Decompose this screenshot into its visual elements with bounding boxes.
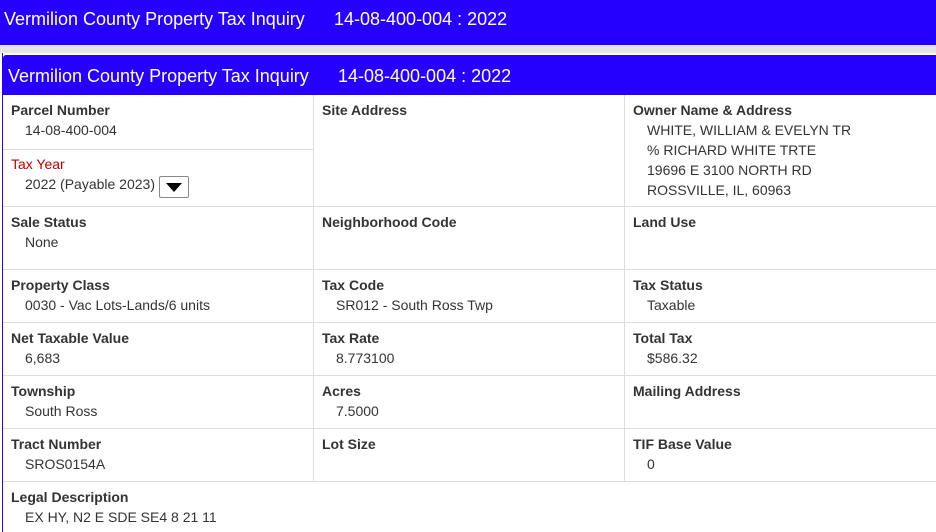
field-label: Legal Description [11, 489, 129, 505]
field-label: Tax Status [633, 277, 703, 293]
field-label: Mailing Address [633, 383, 741, 399]
field-value: $586.32 [647, 350, 698, 366]
field-cell: Parcel Number 14-08-400-004 Tax Year 2022 (… [3, 95, 314, 207]
field-label: Parcel Number [11, 102, 110, 118]
field-cell: Tax Code SR012 - South Ross Twp [314, 270, 625, 323]
top-bar: Vermilion County Property Tax Inquiry 14… [0, 0, 936, 45]
field-cell: Land Use [625, 207, 936, 270]
year-dropdown[interactable] [159, 176, 189, 198]
field-cell: TIF Base Value 0 [625, 429, 936, 482]
field-label: Land Use [633, 214, 697, 230]
field-value: SR012 - South Ross Twp [336, 297, 493, 313]
field-label: Township [11, 383, 76, 399]
field-cell: Tract Number SROS0154A [3, 429, 314, 482]
field-label: Neighborhood Code [322, 214, 457, 230]
field-label: TIF Base Value [633, 436, 732, 452]
field-cell: Owner Name & Address WHITE, WILLIAM & EVE… [625, 95, 936, 207]
field-cell: Net Taxable Value 6,683 [3, 323, 314, 376]
field-cell: Total Tax $586.32 [625, 323, 936, 376]
field-value: SROS0154A [25, 456, 106, 472]
field-label: Tax Code [322, 277, 384, 293]
top-title: Vermilion County Property Tax Inquiry [4, 9, 305, 29]
field-value: 14-08-400-004 [25, 122, 117, 138]
panel-header: Vermilion County Property Tax Inquiry 14… [3, 55, 936, 95]
field-cell: Sale Status None [3, 207, 314, 270]
field-value: 7.5000 [336, 403, 379, 419]
field-label: Property Class [11, 277, 110, 293]
field-label: Site Address [322, 102, 408, 118]
address-line: % RICHARD WHITE TRTE [647, 142, 817, 158]
field-cell: Acres 7.5000 [314, 376, 625, 429]
field-value: Taxable [647, 297, 696, 313]
field-label: Total Tax [633, 330, 693, 346]
panel-parcel: 14-08-400-004 : 2022 [338, 66, 512, 86]
field-value: EX HY, N2 E SDE SE4 8 21 11 [25, 509, 217, 525]
address-line: ROSSVILLE, IL, 60963 [647, 182, 791, 198]
field-value: None [25, 234, 59, 250]
field-value: 8.773100 [336, 350, 395, 366]
field-label: Owner Name & Address [633, 102, 792, 118]
field-label: Tract Number [11, 436, 102, 452]
field-value: 6,683 [25, 350, 61, 366]
field-label: Tax Rate [322, 330, 380, 346]
field-cell: Legal Description EX HY, N2 E SDE SE4 8 2… [3, 482, 936, 532]
panel-title: Vermilion County Property Tax Inquiry [8, 66, 309, 86]
address-line: 19696 E 3100 NORTH RD [647, 162, 812, 178]
field-divider [3, 149, 314, 150]
field-label: Sale Status [11, 214, 87, 230]
field-cell: Tax Rate 8.773100 [314, 323, 625, 376]
top-parcel: 14-08-400-004 : 2022 [334, 9, 508, 29]
field-cell: Neighborhood Code [314, 207, 625, 270]
field-label: Lot Size [322, 436, 376, 452]
separator [0, 45, 936, 53]
field-value: South Ross [25, 403, 98, 419]
field-cell: Site Address [314, 95, 625, 207]
field-label: Tax Year [11, 156, 65, 172]
field-label: Acres [322, 383, 361, 399]
field-cell: Mailing Address [625, 376, 936, 429]
panel: Vermilion County Property Tax Inquiry 14… [2, 53, 936, 532]
address-line: WHITE, WILLIAM & EVELYN TR [647, 122, 852, 138]
field-value: 2022 (Payable 2023) [25, 176, 155, 192]
field-value: 0 [647, 456, 655, 472]
field-cell: Township South Ross [3, 376, 314, 429]
field-cell: Property Class 0030 - Vac Lots-Lands/6 un… [3, 270, 314, 323]
field-label: Net Taxable Value [11, 330, 130, 346]
field-value: 0030 - Vac Lots-Lands/6 units [25, 297, 210, 313]
field-cell: Tax Status Taxable [625, 270, 936, 323]
field-cell: Lot Size [314, 429, 625, 482]
